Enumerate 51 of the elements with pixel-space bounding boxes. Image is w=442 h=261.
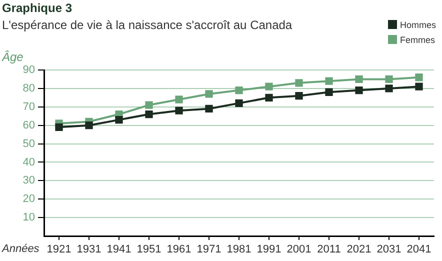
- chart-subtitle: L'espérance de vie à la naissance s'accroît au Canada: [2, 18, 292, 32]
- point: [115, 116, 123, 124]
- y-tick-label: 30: [22, 174, 35, 187]
- legend-label: Femmes: [400, 34, 435, 44]
- point: [205, 104, 213, 113]
- point: [325, 77, 333, 85]
- x-tick-label: 2021: [346, 244, 372, 256]
- y-tick-label: 50: [22, 138, 35, 150]
- point: [355, 86, 363, 94]
- x-tick-label: 1941: [106, 244, 132, 256]
- x-tick-label: 1991: [256, 244, 282, 256]
- y-tick-label: 70: [22, 100, 35, 113]
- point: [175, 106, 183, 114]
- point: [355, 75, 363, 84]
- y-tick-label: 80: [22, 82, 35, 94]
- x-tick-label: 1931: [76, 244, 102, 256]
- point: [145, 101, 153, 109]
- legend-label: Hommes: [400, 20, 436, 30]
- y-tick-label: 10: [22, 212, 35, 224]
- x-tick-label: 1921: [46, 244, 72, 256]
- y-tick-label: 60: [22, 119, 35, 132]
- x-tick-label: 1961: [166, 244, 192, 256]
- point: [265, 94, 273, 102]
- x-tick-label: 2011: [317, 244, 341, 256]
- x-tick-label: 2041: [406, 244, 432, 256]
- chart-title: Graphique 3: [2, 1, 72, 15]
- x-tick-label: 1951: [136, 244, 162, 256]
- x-axis-title: Années: [2, 243, 40, 255]
- point: [385, 75, 393, 84]
- point: [325, 88, 333, 96]
- y-axis-title: Âge: [2, 50, 24, 64]
- x-tick-label: 2001: [286, 244, 312, 256]
- point: [55, 123, 63, 132]
- point: [415, 82, 423, 90]
- point: [85, 122, 93, 130]
- point: [295, 92, 303, 100]
- point: [385, 84, 393, 92]
- x-tick-label: 2031: [376, 244, 402, 256]
- point: [175, 96, 183, 104]
- point: [145, 110, 153, 118]
- y-tick-label: 40: [22, 156, 35, 168]
- y-tick-label: 20: [22, 193, 35, 206]
- point: [235, 99, 243, 108]
- x-tick-label: 1971: [196, 244, 222, 256]
- point: [295, 79, 303, 87]
- point: [235, 86, 243, 94]
- point: [415, 74, 423, 82]
- point: [265, 82, 273, 90]
- y-tick-label: 90: [22, 64, 35, 76]
- x-tick-label: 1981: [226, 244, 252, 256]
- point: [205, 90, 213, 98]
